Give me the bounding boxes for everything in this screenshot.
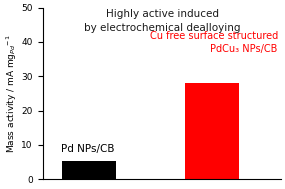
Text: Highly active induced
by electrochemical dealloying: Highly active induced by electrochemical… [84, 9, 241, 33]
Bar [62, 161, 116, 179]
Y-axis label: Mass activity / mA mg$_{Pd}$$^{-1}$: Mass activity / mA mg$_{Pd}$$^{-1}$ [4, 34, 19, 153]
Text: Cu free surface structured
PdCu₃ NPs/CB: Cu free surface structured PdCu₃ NPs/CB [150, 31, 278, 54]
Bar [185, 83, 239, 179]
Text: Pd NPs/CB: Pd NPs/CB [61, 144, 115, 154]
